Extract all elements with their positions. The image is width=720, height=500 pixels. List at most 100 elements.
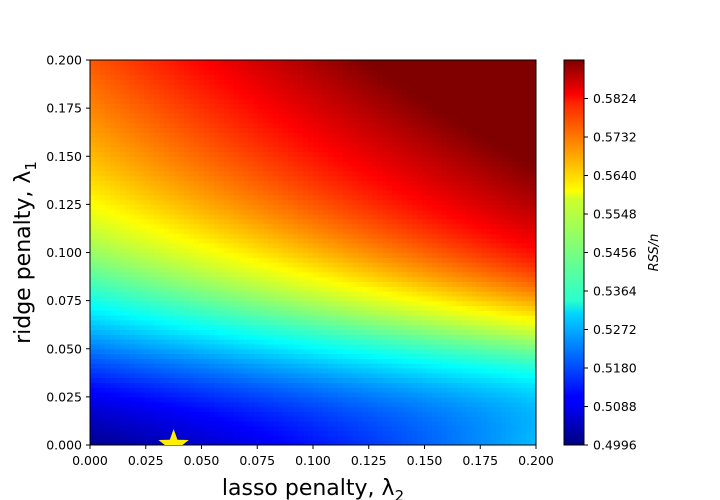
heatmap-cell (124, 387, 131, 393)
heatmap-cell (189, 88, 195, 95)
heatmap-cell (99, 108, 106, 114)
heatmap-cell (317, 79, 324, 85)
heatmap-cell (377, 411, 383, 417)
heatmap-cell (283, 199, 289, 205)
heatmap-cell (293, 122, 299, 128)
heatmap-cell (362, 372, 369, 379)
heatmap-cell (357, 223, 364, 230)
heatmap-cell (189, 295, 195, 302)
heatmap-cell (169, 180, 175, 186)
heatmap-cell (332, 348, 339, 355)
heatmap-cell (372, 137, 379, 143)
heatmap-cell (337, 84, 344, 90)
heatmap-cell (253, 146, 260, 153)
heatmap-cell (169, 319, 175, 326)
heatmap-cell (293, 416, 299, 422)
heatmap-cell (253, 435, 260, 441)
heatmap-cell (208, 334, 215, 340)
heatmap-cell (164, 122, 170, 128)
heatmap-cell (332, 165, 339, 172)
heatmap-cell (268, 122, 274, 128)
heatmap-cell (189, 64, 195, 71)
heatmap-cell (199, 387, 205, 393)
heatmap-cell (119, 93, 126, 100)
heatmap-cell (159, 420, 165, 427)
heatmap-cell (322, 170, 329, 177)
heatmap-cell (397, 281, 403, 287)
heatmap-cell (218, 88, 225, 95)
heatmap-cell (199, 64, 205, 71)
heatmap-cell (397, 324, 403, 331)
heatmap-cell (273, 60, 279, 66)
heatmap-cell (377, 430, 383, 436)
heatmap-cell (218, 368, 225, 374)
heatmap-cell (104, 165, 111, 172)
heatmap-cell (288, 411, 294, 417)
heatmap-cell (139, 430, 146, 436)
heatmap-cell (149, 416, 156, 422)
heatmap-cell (288, 387, 294, 393)
heatmap-cell (218, 64, 225, 71)
heatmap-cell (149, 247, 156, 254)
heatmap-cell (218, 262, 225, 268)
heatmap-cell (313, 175, 319, 181)
heatmap-cell (90, 156, 96, 162)
heatmap-cell (208, 194, 215, 201)
heatmap-cell (189, 257, 195, 263)
heatmap-cell (243, 132, 250, 138)
heatmap-cell (149, 353, 156, 359)
heatmap-cell (367, 103, 374, 109)
heatmap-cell (258, 266, 265, 273)
heatmap-cell (119, 406, 126, 412)
heatmap-cell (99, 194, 106, 201)
heatmap-cell (322, 372, 329, 379)
heatmap-cell (109, 396, 116, 403)
heatmap-cell (342, 252, 349, 258)
heatmap-cell (377, 291, 383, 297)
heatmap-cell (253, 440, 260, 445)
heatmap-cell (283, 84, 289, 90)
heatmap-cell (208, 372, 215, 379)
heatmap-cell (139, 189, 146, 196)
heatmap-cell (104, 305, 111, 311)
heatmap-cell (218, 363, 225, 369)
heatmap-cell (174, 334, 180, 340)
heatmap-cell (362, 69, 369, 76)
heatmap-cell (253, 238, 260, 244)
heatmap-cell (293, 79, 299, 85)
heatmap-cell (332, 60, 339, 66)
heatmap-cell (149, 84, 156, 90)
heatmap-cell (337, 262, 344, 268)
heatmap-cell (313, 103, 319, 109)
heatmap-cell (283, 406, 289, 412)
heatmap-cell (90, 103, 96, 109)
heatmap-cell (283, 286, 289, 292)
heatmap-cell (144, 425, 151, 432)
heatmap-cell (283, 377, 289, 384)
heatmap-cell (258, 286, 265, 292)
heatmap-cell (99, 199, 106, 205)
heatmap-cell (199, 257, 205, 263)
heatmap-cell (377, 228, 383, 234)
heatmap-cell (208, 242, 215, 249)
heatmap-cell (208, 132, 215, 138)
heatmap-cell (367, 353, 374, 359)
heatmap-cell (223, 310, 230, 316)
heatmap-cell (258, 175, 265, 181)
heatmap-cell (372, 189, 379, 196)
heatmap-cell (278, 242, 284, 249)
heatmap-cell (362, 401, 369, 408)
heatmap-cell (184, 319, 190, 326)
heatmap-cell (218, 218, 225, 225)
heatmap-cell (109, 411, 116, 417)
heatmap-cell (357, 271, 364, 278)
heatmap-cell (179, 329, 185, 335)
heatmap-cell (253, 305, 260, 311)
heatmap-cell (199, 406, 205, 412)
heatmap-cell (317, 319, 324, 326)
heatmap-cell (179, 305, 185, 311)
heatmap-cell (347, 387, 354, 393)
heatmap-cell (139, 339, 146, 345)
heatmap-cell (194, 425, 200, 432)
heatmap-cell (199, 122, 205, 128)
